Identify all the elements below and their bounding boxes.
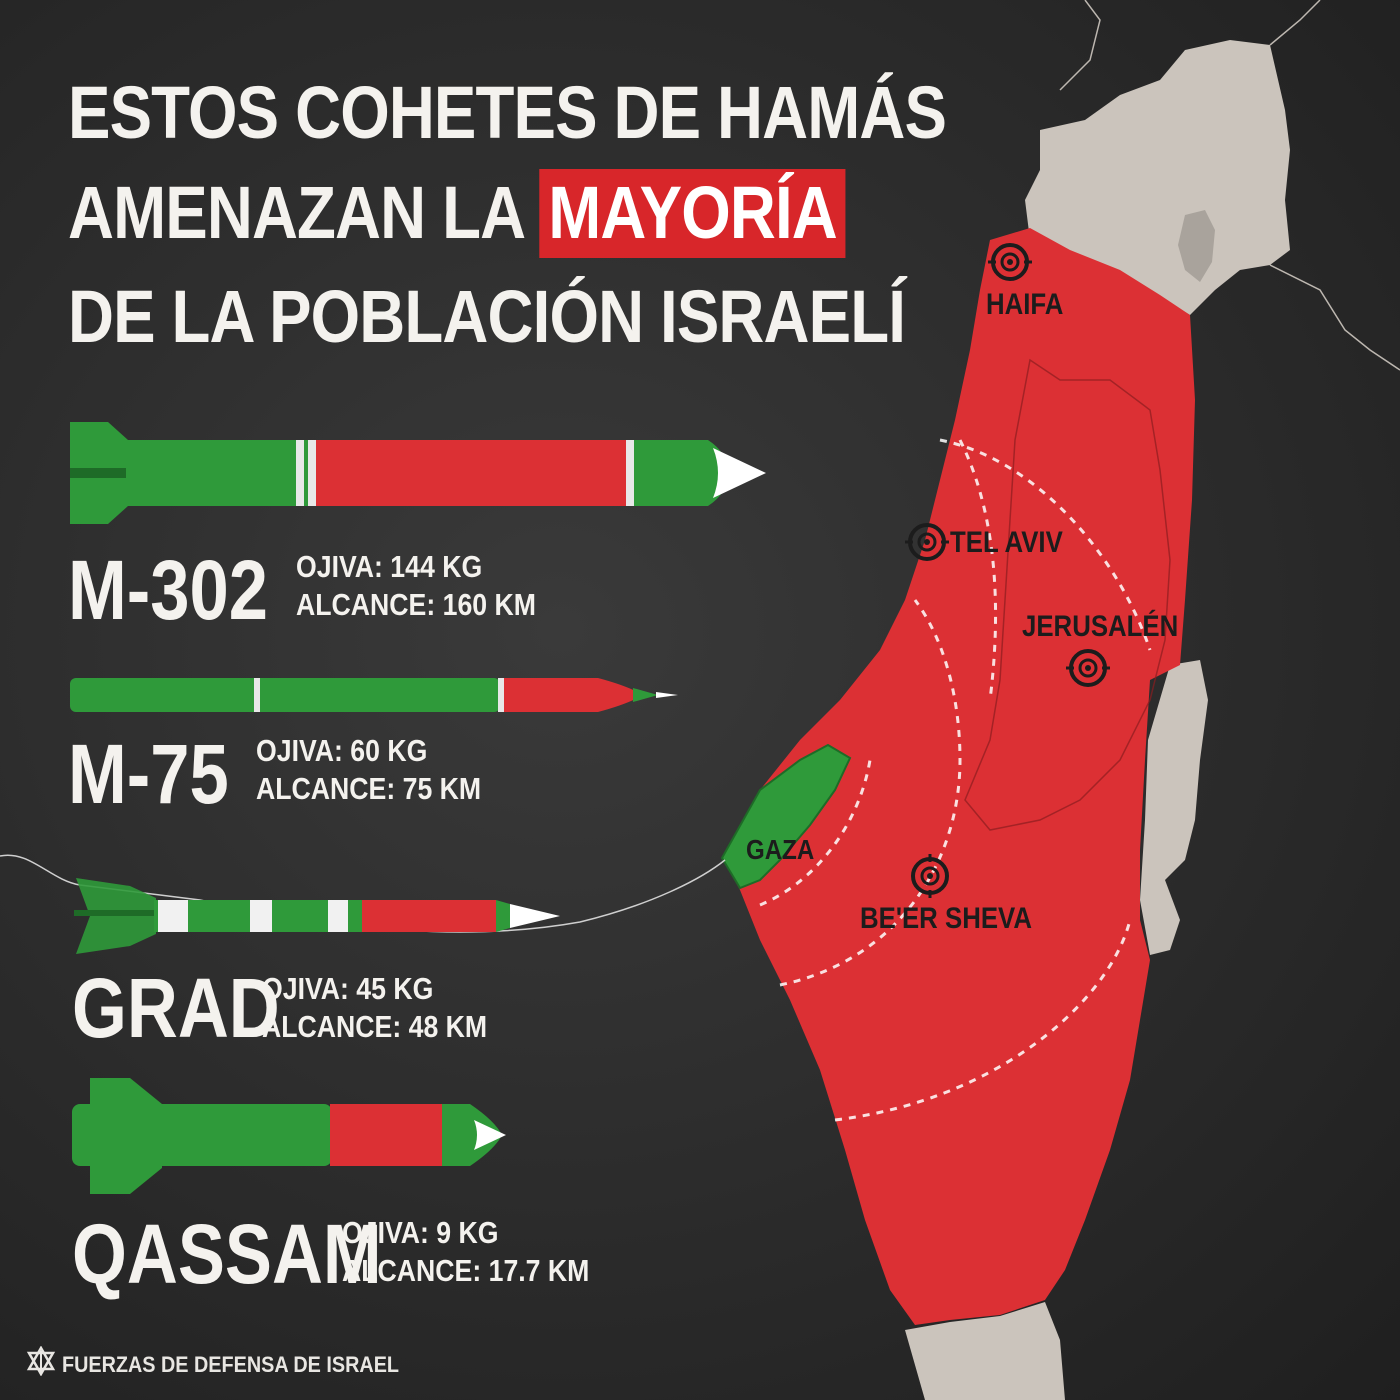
range-arcs <box>759 438 1152 1122</box>
rocket-m75-illustration <box>70 678 678 712</box>
city-label-jerusalem: JERUSALÉN <box>1022 610 1179 643</box>
target-icon-haifa <box>988 243 1032 281</box>
gaza-strip <box>720 743 852 890</box>
city-label-tel-aviv: TEL AVIV <box>950 526 1063 559</box>
idf-logo <box>26 1346 56 1376</box>
rocket-name: M-75 <box>68 727 229 821</box>
city-label-haifa: HAIFA <box>986 288 1064 321</box>
title-line-3: DE LA POBLACIÓN ISRAELÍ <box>68 275 906 358</box>
range-arc-5 <box>958 439 998 701</box>
southern-tip <box>905 1302 1065 1400</box>
dead-sea-region <box>1140 660 1208 955</box>
rocket-qassam-illustration <box>72 1078 506 1194</box>
rocket-warhead: OJIVA: 144 KG <box>296 549 483 584</box>
rocket-specs: OJIVA: 9 KG ALCANCE: 17.7 KM <box>342 1214 589 1290</box>
rocket-warhead: OJIVA: 45 KG <box>262 971 434 1006</box>
rocket-warhead: OJIVA: 60 KG <box>256 733 428 768</box>
range-arc-2 <box>779 599 962 987</box>
gaza-label: GAZA <box>746 834 815 865</box>
title-highlight: MAYORÍA <box>539 169 846 258</box>
rocket-range: ALCANCE: 160 KM <box>296 587 536 622</box>
target-icon-tel-aviv <box>905 523 949 561</box>
neighbor-land-north <box>1025 40 1290 315</box>
rocket-name: GRAD <box>72 961 280 1055</box>
rocket-range: ALCANCE: 17.7 KM <box>342 1253 590 1288</box>
footer-text: FUERZAS DE DEFENSA DE ISRAEL <box>62 1352 400 1377</box>
rocket-specs: OJIVA: 144 KG ALCANCE: 160 KM <box>296 548 536 624</box>
title-line-1: ESTOS COHETES DE HAMÁS <box>68 71 947 154</box>
north-border-line-2 <box>1059 0 1101 91</box>
sea-of-galilee <box>1178 210 1215 282</box>
range-arc-3 <box>834 919 1132 1122</box>
title-line-2-text: AMENAZAN LA <box>68 171 540 254</box>
rocket-grad-illustration <box>74 878 560 954</box>
title-line-2: AMENAZAN LA MAYORÍA <box>68 169 846 258</box>
north-border-line <box>1269 264 1400 371</box>
range-arc-4 <box>939 438 1152 651</box>
rocket-specs: OJIVA: 45 KG ALCANCE: 48 KM <box>262 970 487 1046</box>
city-label-beer-sheva: BE'ER SHEVA <box>860 902 1032 935</box>
rocket-name: QASSAM <box>72 1207 382 1301</box>
target-icon-beer-sheva <box>911 854 949 898</box>
west-bank-border <box>964 358 1171 831</box>
rocket-range: ALCANCE: 48 KM <box>262 1009 488 1044</box>
rocket-name: M-302 <box>68 543 269 637</box>
target-icon-jerusalem <box>1066 649 1110 687</box>
rocket-range: ALCANCE: 75 KM <box>256 771 482 806</box>
rocket-m302-illustration <box>70 422 766 524</box>
north-border-line-3 <box>1269 0 1321 46</box>
rocket-warhead: OJIVA: 9 KG <box>342 1215 499 1250</box>
rocket-specs: OJIVA: 60 KG ALCANCE: 75 KM <box>256 732 481 808</box>
